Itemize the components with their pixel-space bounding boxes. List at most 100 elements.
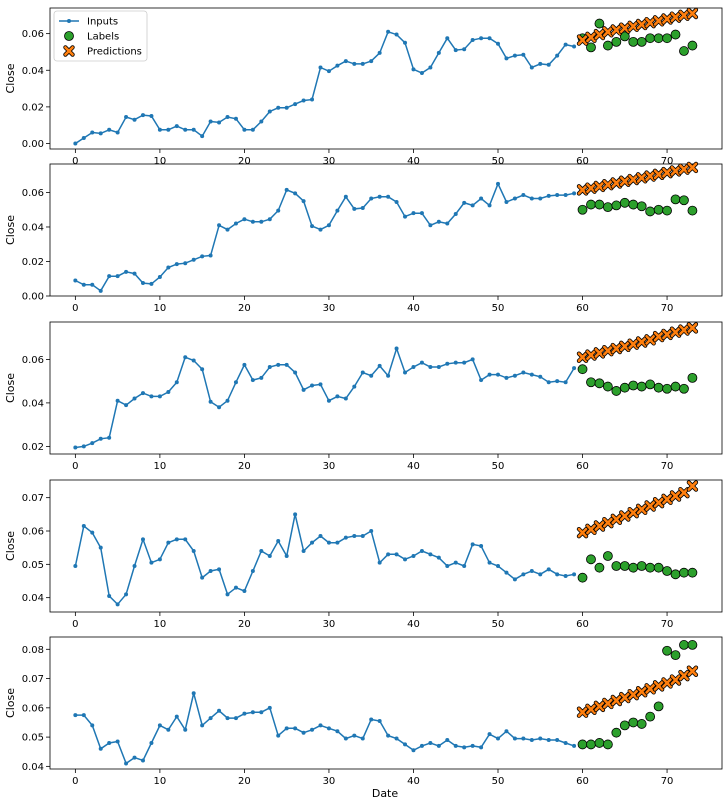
y-tick-label: 0.07 [22,493,44,504]
inputs-point [462,564,467,568]
inputs-point [318,723,323,728]
label-point [602,40,613,51]
inputs-point [107,127,112,132]
prediction-point [661,493,673,506]
inputs-point [301,549,306,553]
prediction-point [661,166,673,179]
inputs-point [166,727,171,732]
y-tick-label: 0.02 [22,102,44,113]
label-point [662,566,672,576]
plot-frame [49,7,723,150]
inputs-point [504,570,509,575]
x-tick-label: 70 [661,156,674,167]
inputs-point [98,545,103,550]
inputs-point [419,211,424,216]
prediction-point [661,677,673,689]
inputs-point [386,552,391,557]
prediction-point [619,175,631,187]
inputs-point [81,136,86,141]
prediction-x-stroke [645,17,656,28]
prediction-point [652,496,665,509]
prediction-point [610,177,623,189]
inputs-point [546,738,551,743]
inputs-point [419,360,424,365]
inputs-point [73,141,78,146]
x-tick-label: 10 [154,156,167,167]
inputs-point [369,529,374,533]
inputs-point [293,370,298,375]
inputs-point [462,745,467,750]
inputs-point [546,62,551,67]
prediction-point [610,342,623,355]
inputs-point [250,127,255,132]
prediction-x-stroke [628,507,639,518]
inputs-point [191,691,196,696]
legend-inputs-dot [67,19,71,23]
inputs-point [115,739,120,744]
inputs-point [403,370,408,375]
inputs-point [428,65,433,70]
prediction-x-stroke [653,169,664,180]
inputs-point [377,363,382,368]
inputs-point [453,212,458,217]
inputs-point [436,365,441,370]
y-tick-label: 0.04 [22,222,44,233]
label-point [602,381,613,392]
label-point [687,567,698,578]
inputs-point [284,105,289,110]
label-point [679,383,689,394]
inputs-point [250,710,255,715]
inputs-point [174,714,179,719]
subplot-4: 0 10 20 30 40 50 60 70 0.04 0.05 0.06 0.07 Close [4,479,723,630]
prediction-x-stroke [619,692,630,703]
inputs-point [90,723,95,728]
inputs-point [436,743,441,748]
inputs-point [504,375,509,380]
inputs-point [318,65,323,70]
inputs-point [276,539,281,543]
prediction-x-stroke [687,8,698,19]
inputs-point [538,736,543,741]
prediction-x-stroke [628,21,639,32]
inputs-point [555,379,560,384]
prediction-point [627,688,639,701]
label-point [636,719,647,729]
inputs-point [157,275,162,280]
prediction-x-stroke [636,504,647,515]
inputs-point [217,708,222,713]
inputs-point [208,399,213,404]
inputs-point [487,36,492,41]
prediction-point [610,513,623,526]
prediction-x-stroke [636,19,647,30]
x-tick-label: 0 [72,776,78,787]
prediction-point [576,34,589,46]
subplot-5: 0 10 20 30 40 50 60 70 0.04 0.05 0.06 0.07 0.08 Close [4,636,723,787]
prediction-x-stroke [670,12,681,23]
prediction-x-stroke [662,329,672,340]
inputs-point [529,65,534,70]
inputs-point [470,743,475,748]
label-point [619,382,630,393]
inputs-point [386,29,391,34]
x-tick-label: 50 [492,776,505,787]
x-tick-label: 0 [72,303,78,314]
prediction-point [669,674,682,686]
prediction-point [576,526,589,539]
inputs-point [479,196,484,201]
prediction-x-stroke [586,704,596,715]
inputs-point [403,40,408,45]
inputs-point [453,560,458,565]
inputs-point [360,206,365,210]
inputs-point [470,357,475,362]
prediction-x-stroke [636,337,647,347]
x-tick-label: 40 [407,619,420,630]
inputs-point [166,540,171,545]
label-point [628,380,639,391]
prediction-x-stroke [687,481,698,491]
inputs-point [310,224,315,229]
inputs-point [217,405,222,410]
inputs-point [318,534,323,538]
prediction-x-stroke [653,15,664,26]
y-tick-label: 0.04 [22,593,44,604]
inputs-point [360,61,365,66]
